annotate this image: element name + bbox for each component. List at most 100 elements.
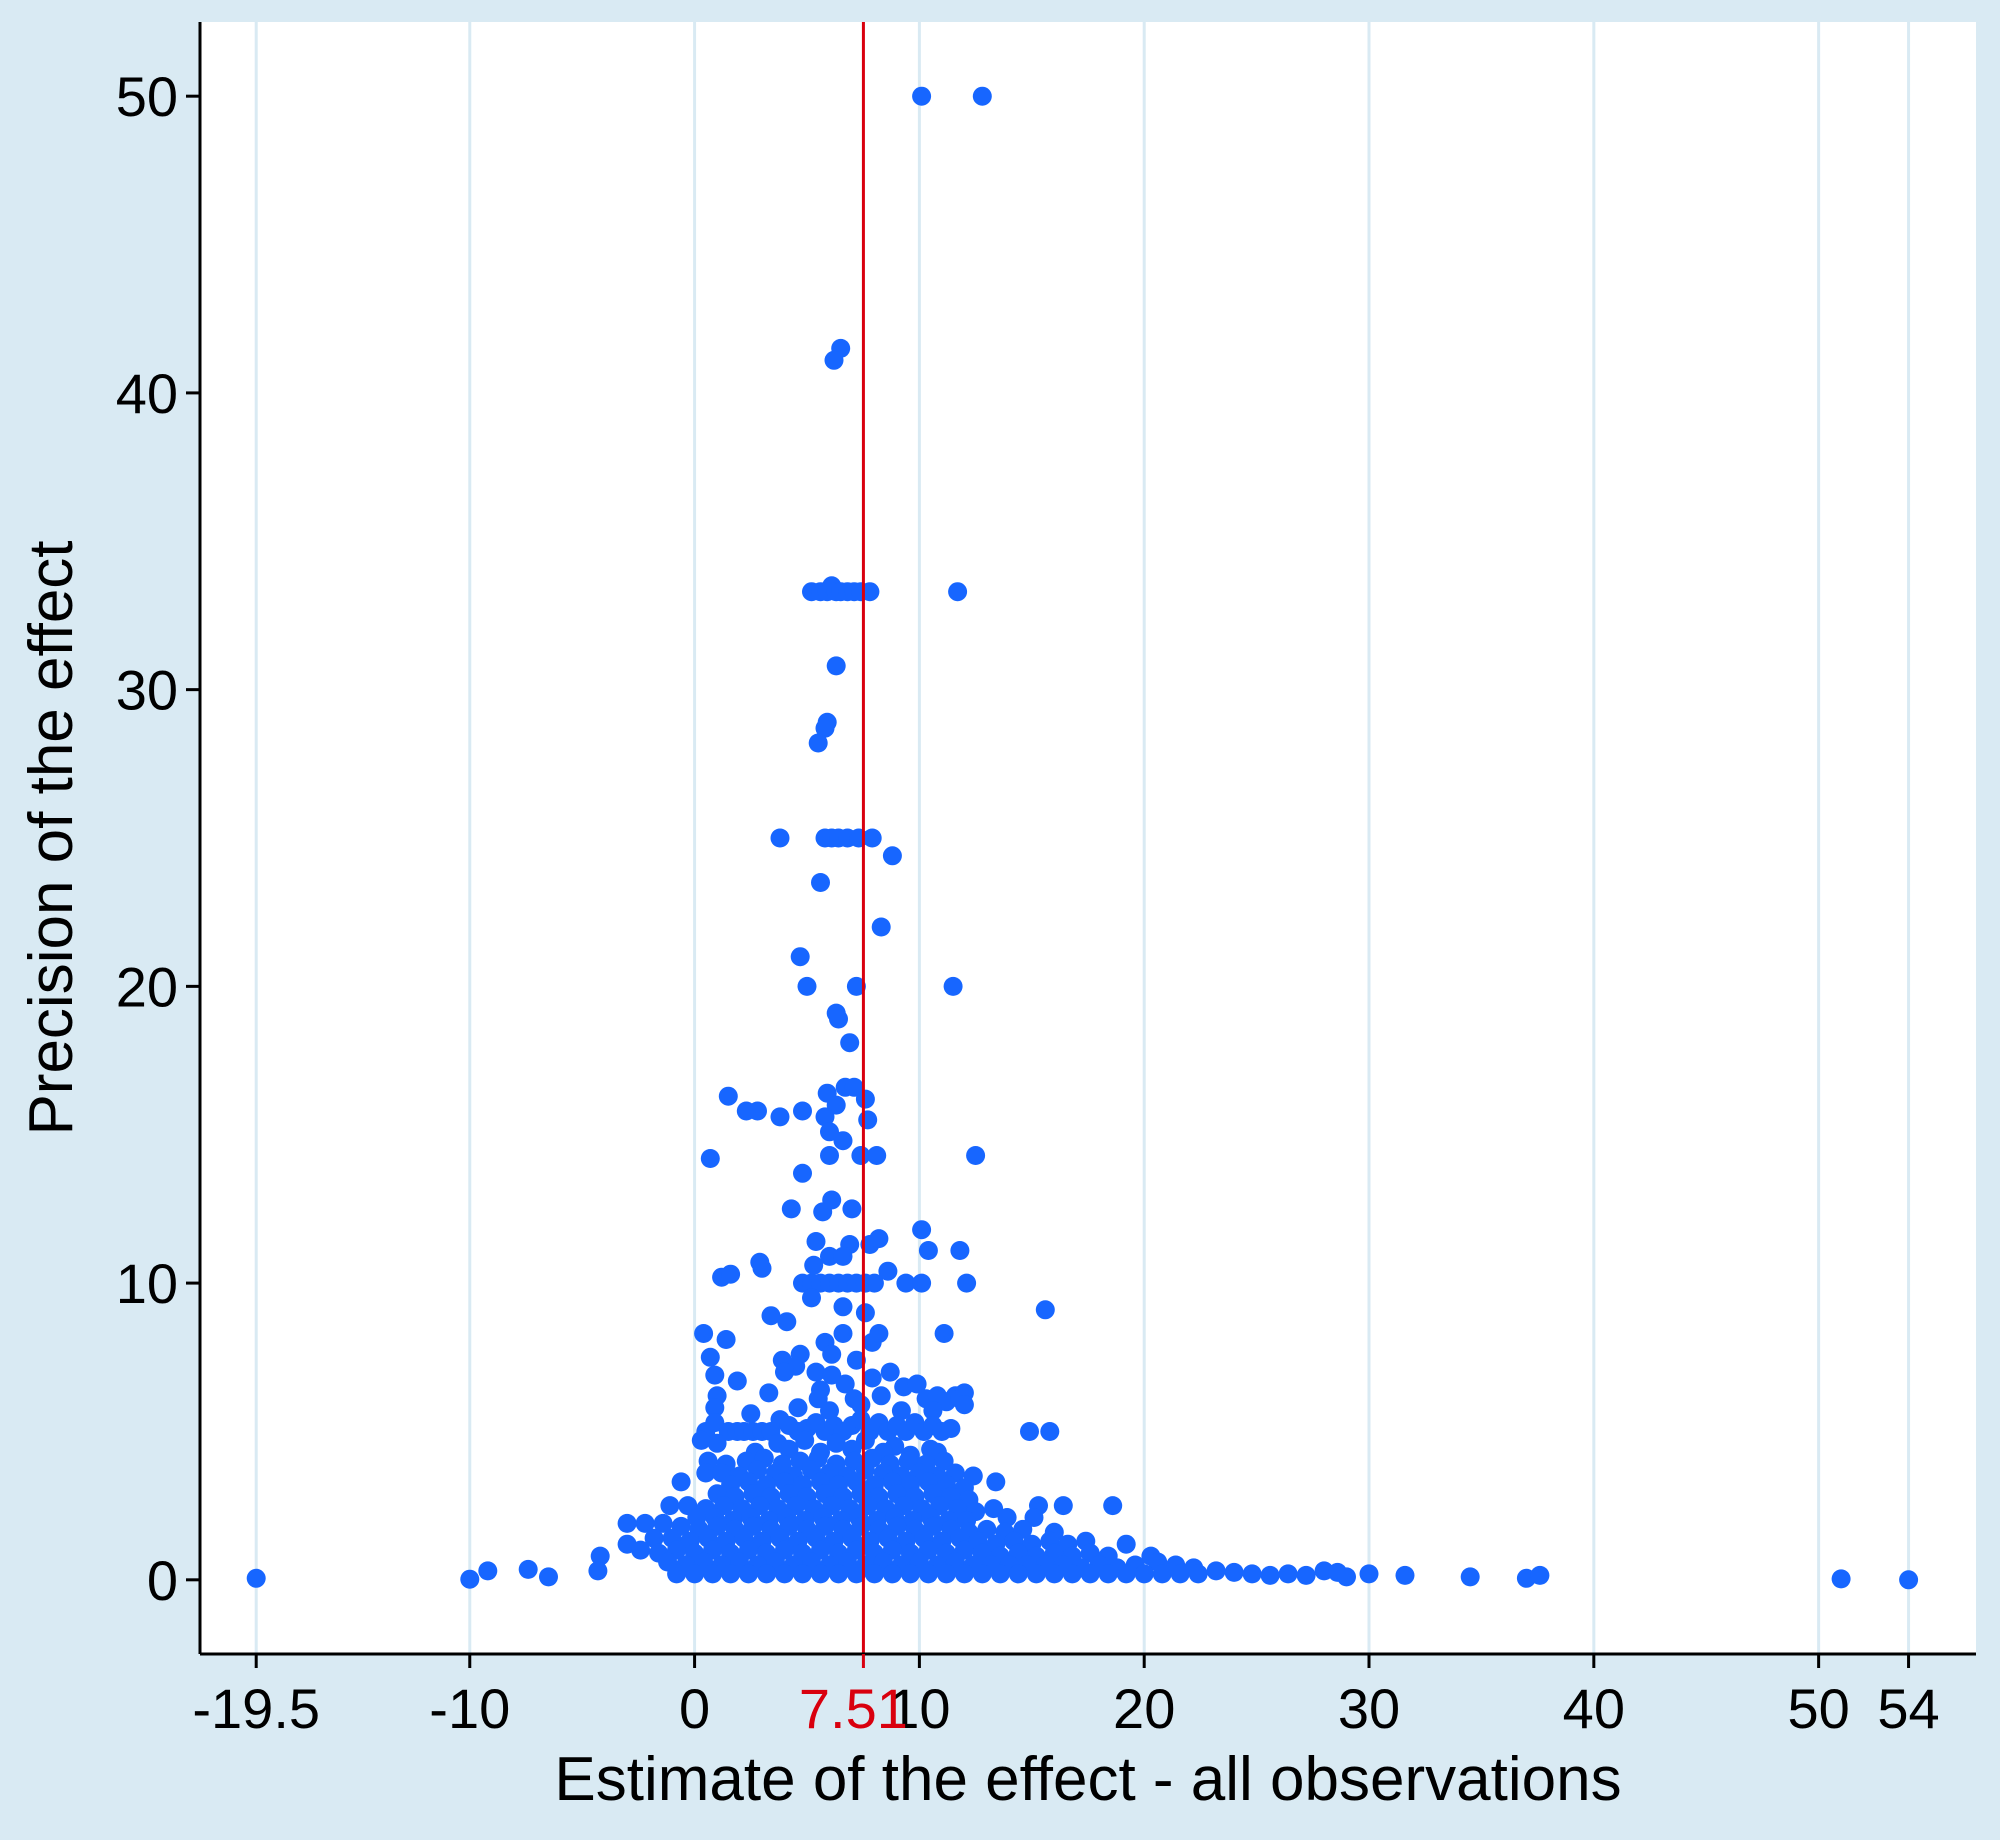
- data-point: [631, 1540, 651, 1560]
- data-point: [826, 1095, 846, 1115]
- data-point: [759, 1383, 779, 1403]
- data-point: [811, 1564, 830, 1584]
- data-point: [918, 1241, 938, 1260]
- data-point: [833, 1324, 853, 1343]
- data-point: [880, 1362, 900, 1382]
- data-point: [703, 1564, 723, 1584]
- data-point: [912, 1273, 932, 1293]
- data-point: [790, 947, 810, 967]
- data-point: [986, 1472, 1006, 1492]
- data-point: [793, 1163, 812, 1183]
- data-point: [844, 1077, 864, 1097]
- data-point: [950, 1241, 970, 1260]
- data-point: [716, 1330, 736, 1349]
- data-point: [1152, 1564, 1172, 1584]
- x-tick-label: -19.5: [192, 1677, 320, 1740]
- data-point: [862, 1368, 882, 1388]
- axes: [198, 22, 1976, 1656]
- y-axis-title: Precision of the effect: [17, 540, 86, 1135]
- data-point: [660, 1496, 680, 1516]
- data-point: [851, 1395, 871, 1415]
- data-point: [1062, 1564, 1082, 1584]
- data-point: [1206, 1561, 1226, 1581]
- data-point: [797, 976, 817, 996]
- data-point: [707, 1433, 727, 1453]
- data-point: [808, 1389, 828, 1409]
- data-point: [1020, 1422, 1039, 1441]
- data-point: [833, 1297, 853, 1317]
- data-point: [721, 1564, 741, 1584]
- data-point: [1024, 1508, 1044, 1527]
- data-point: [590, 1546, 610, 1566]
- data-point: [829, 1564, 848, 1584]
- data-point: [1260, 1565, 1280, 1585]
- data-point: [820, 1146, 839, 1165]
- data-point: [855, 1303, 875, 1323]
- x-axis-title: Estimate of the effect - all observation…: [554, 1745, 1621, 1814]
- data-point: [1278, 1564, 1298, 1584]
- data-point: [736, 1101, 756, 1121]
- data-point: [539, 1567, 558, 1587]
- data-point: [518, 1559, 538, 1579]
- data-point: [869, 1324, 889, 1343]
- y-tick-label: 10: [116, 1252, 178, 1315]
- data-point: [898, 1451, 918, 1471]
- data-point: [972, 86, 992, 106]
- data-point: [1530, 1565, 1550, 1585]
- data-point: [846, 976, 866, 996]
- x-tick-label: 0: [679, 1677, 710, 1740]
- data-point: [820, 1401, 839, 1421]
- data-point: [705, 1398, 725, 1418]
- data-point: [860, 582, 880, 602]
- data-point: [811, 873, 830, 892]
- data-point: [1395, 1565, 1415, 1585]
- data-point: [815, 1107, 835, 1127]
- data-point: [846, 1564, 866, 1584]
- y-tick-label: 30: [116, 659, 178, 722]
- data-point: [588, 1561, 608, 1581]
- data-point: [775, 1362, 794, 1382]
- data-point: [246, 1568, 266, 1588]
- data-point: [822, 1344, 842, 1364]
- x-axis-ticks: -19.5 -10 0 10 20 30 40 50 54 7.51: [192, 1654, 1940, 1740]
- data-point: [912, 1220, 932, 1240]
- data-point: [927, 1386, 947, 1406]
- data-point: [864, 1273, 884, 1293]
- x-tick-label: 20: [1113, 1677, 1175, 1740]
- data-point: [777, 1312, 797, 1332]
- data-point: [1053, 1496, 1073, 1516]
- reference-line-label: 7.51: [799, 1677, 908, 1740]
- data-point: [833, 1131, 853, 1151]
- data-point: [793, 1564, 812, 1584]
- data-point: [846, 1350, 866, 1370]
- y-axis-ticks: 0 10 20 30 40 50: [116, 65, 200, 1612]
- data-point: [957, 1273, 977, 1293]
- data-point: [775, 1564, 794, 1584]
- data-point: [795, 1430, 815, 1450]
- data-point: [943, 976, 963, 996]
- data-point: [984, 1499, 1004, 1519]
- data-point: [685, 1564, 705, 1584]
- data-point: [691, 1430, 711, 1450]
- data-point: [1116, 1564, 1136, 1584]
- data-point: [1116, 1534, 1136, 1554]
- data-point: [1026, 1564, 1046, 1584]
- data-point: [1831, 1569, 1851, 1589]
- data-point: [936, 1564, 956, 1584]
- data-point: [1188, 1564, 1208, 1584]
- data-point: [826, 656, 846, 676]
- data-point: [741, 1404, 761, 1424]
- x-tick-label: 10: [888, 1677, 950, 1740]
- data-point: [912, 86, 932, 106]
- data-point: [826, 1433, 846, 1453]
- data-point: [882, 846, 902, 866]
- data-point: [941, 1419, 961, 1438]
- data-points: [246, 86, 1919, 1590]
- data-point: [878, 1261, 898, 1281]
- data-point: [617, 1513, 637, 1533]
- data-point: [1460, 1567, 1480, 1587]
- data-point: [478, 1561, 498, 1581]
- data-point: [997, 1508, 1017, 1527]
- data-point: [900, 1564, 920, 1584]
- data-point: [820, 1246, 839, 1266]
